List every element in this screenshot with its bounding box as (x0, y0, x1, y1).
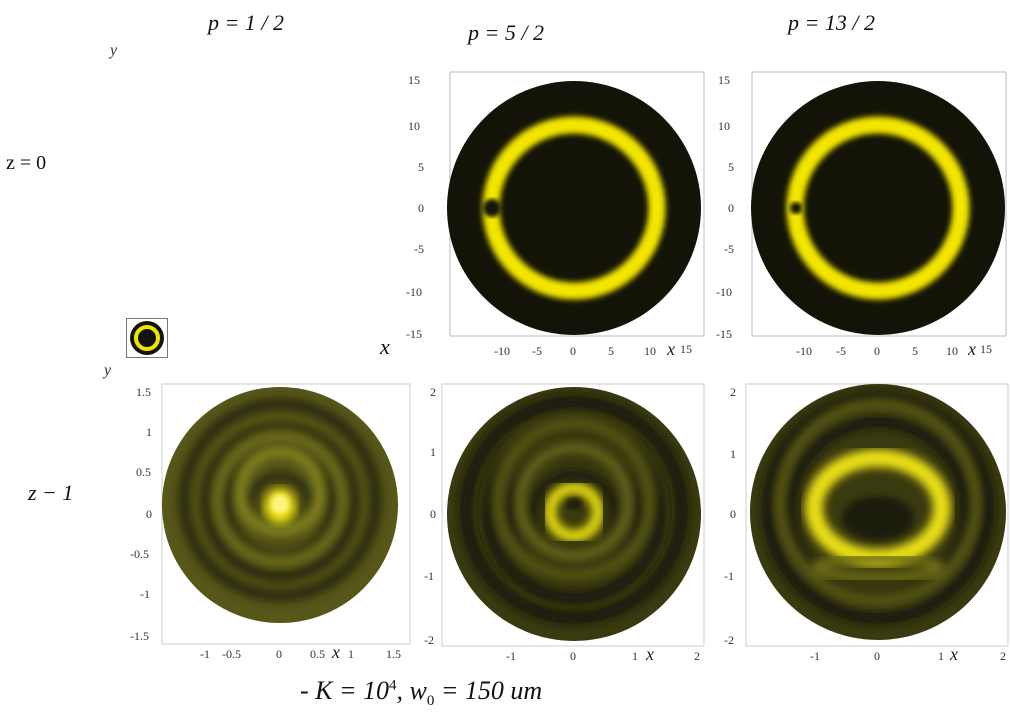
ytick-label: 0 (418, 201, 424, 215)
ytick-label: -1 (424, 569, 434, 583)
panel-bottom-right: 2 1 0 -1 -2 -1 0 1 x 2 (712, 378, 1011, 670)
ytick-label: 10 (408, 119, 420, 133)
ytick-label: 2 (430, 385, 436, 399)
xtick-label-tail: 2 (1000, 649, 1006, 663)
xtick-label: 0 (570, 649, 576, 663)
xtick-label: -10 (494, 344, 510, 358)
row-label-z0: z = 0 (6, 152, 47, 174)
panel-bottom-mid: 2 1 0 -1 -2 -1 0 1 x 2 (410, 378, 710, 670)
ytick-label: -15 (716, 327, 732, 341)
ytick-label: 0 (430, 507, 436, 521)
ytick-label: 1 (146, 425, 152, 439)
xtick-label: -10 (796, 344, 812, 358)
ytick-label: -5 (414, 242, 424, 256)
ytick-label: 15 (718, 73, 730, 87)
xtick-label: 0 (874, 344, 880, 358)
xtick-label: 1 (938, 649, 944, 663)
caption-subscript: 0 (426, 693, 435, 710)
column-title-p-1-2: p = 1 / 2 (208, 10, 284, 35)
xtick-label: -5 (836, 344, 846, 358)
xtick-label-tail: 2 (694, 649, 700, 663)
xtick-label: -5 (532, 344, 542, 358)
figure-caption: - K = 104, w0 = 150 um (300, 676, 542, 710)
ytick-label: 15 (408, 73, 420, 87)
stray-y-letter-bottom: y (104, 362, 112, 379)
ytick-label: 0 (730, 507, 736, 521)
x-axis-letter: x (645, 644, 654, 664)
ytick-label: 1.5 (136, 385, 151, 399)
ytick-label: 5 (728, 160, 734, 174)
thumbnail-ring-image (126, 318, 168, 363)
stray-y-letter-top: y (110, 42, 118, 59)
panel-bottom-left: 1.5 1 0.5 0 -0.5 -1 -1.5 -1 -0.5 0 0.5 x… (116, 378, 416, 670)
ytick-label: 0 (728, 201, 734, 215)
xtick-label-tail: 1 (348, 647, 354, 661)
ytick-label: -0.5 (130, 547, 149, 561)
ytick-label: -15 (406, 327, 422, 341)
row-label-z1: z − 1 (28, 480, 74, 505)
ytick-label: 0.5 (136, 465, 151, 479)
ytick-label: 1 (730, 447, 736, 461)
ytick-label: 0 (146, 507, 152, 521)
panel-top-right: 15 10 5 0 -5 -10 -15 -10 -5 0 5 10 x 15 (716, 70, 1011, 360)
xtick-label: -1 (506, 649, 516, 663)
x-axis-letter: x (967, 339, 976, 359)
caption-sep: , w (396, 676, 427, 705)
ytick-label: -2 (724, 633, 734, 647)
x-axis-letter: x (331, 642, 340, 662)
xtick-label-tail: 15 (980, 342, 992, 356)
ytick-label: -1 (724, 569, 734, 583)
ytick-label: 5 (418, 160, 424, 174)
xtick-label: 10 (946, 344, 958, 358)
xtick-label: 0 (276, 647, 282, 661)
x-axis-letter: x (666, 339, 675, 359)
ytick-label: -1.5 (130, 629, 149, 643)
x-axis-letter: x (949, 644, 958, 664)
stray-x-letter: x (380, 334, 390, 359)
xtick-label-tail: 15 (680, 342, 692, 356)
xtick-label: -1 (810, 649, 820, 663)
xtick-label: 1 (632, 649, 638, 663)
column-title-p-13-2: p = 13 / 2 (788, 10, 875, 35)
ytick-label: -10 (406, 285, 422, 299)
xtick-label: 0 (874, 649, 880, 663)
caption-suffix: = 150 um (434, 676, 543, 705)
xtick-label: -0.5 (222, 647, 241, 661)
ytick-label: 2 (730, 385, 736, 399)
ytick-label: 1 (430, 445, 436, 459)
ytick-label: 10 (718, 119, 730, 133)
xtick-label: 10 (644, 344, 656, 358)
xtick-label: 0.5 (310, 647, 325, 661)
ytick-label: -10 (716, 285, 732, 299)
xtick-label: -1 (200, 647, 210, 661)
xtick-label: 0 (570, 344, 576, 358)
xtick-label: 5 (912, 344, 918, 358)
caption-prefix: - K = 10 (300, 676, 390, 705)
caption-exponent: 4 (389, 677, 397, 694)
ytick-label: -2 (424, 633, 434, 647)
ytick-label: -5 (724, 242, 734, 256)
xtick-label: 5 (608, 344, 614, 358)
column-title-p-5-2: p = 5 / 2 (468, 20, 544, 45)
xtick-label-tail: 1.5 (386, 647, 401, 661)
panel-top-mid: 15 10 5 0 -5 -10 -15 -10 -5 0 5 10 x 15 (404, 70, 710, 360)
ytick-label: -1 (140, 587, 150, 601)
